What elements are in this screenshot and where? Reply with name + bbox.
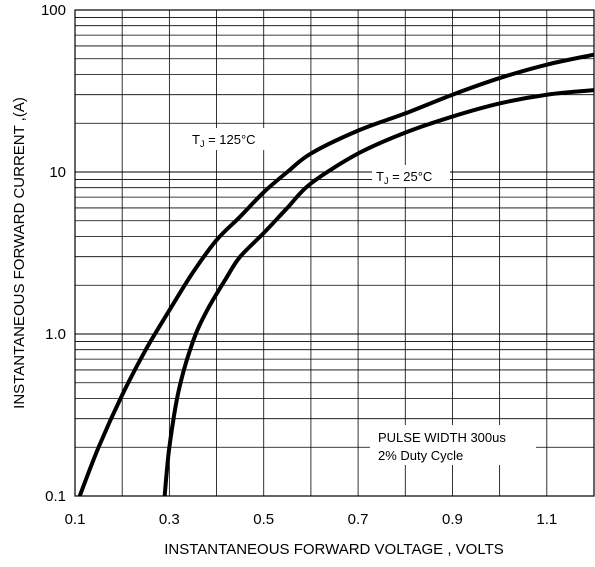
y-tick-label: 1.0 <box>45 326 66 343</box>
y-tick-label: 0.1 <box>45 488 66 505</box>
x-tick-label: 0.9 <box>442 511 463 528</box>
series-label-125: TJ = 125°C <box>192 132 256 149</box>
x-tick-label: 0.7 <box>348 511 369 528</box>
plot-frame <box>74 9 595 497</box>
y-tick-label: 10 <box>49 164 66 181</box>
pulse-note: PULSE WIDTH 300us 2% Duty Cycle <box>370 425 536 465</box>
grid <box>75 10 594 496</box>
x-axis-title: INSTANTANEOUS FORWARD VOLTAGE , VOLTS <box>164 541 504 558</box>
y-axis-title: INSTANTANEOUS FORWARD CURRENT ,(A) <box>11 97 28 409</box>
pulse-note-bg <box>370 425 536 465</box>
series-labels: TJ = 125°C TJ = 25°C <box>188 128 450 187</box>
pulse-note-line2: 2% Duty Cycle <box>378 448 463 463</box>
x-tick-labels: 0.1 0.3 0.5 0.7 0.9 1.1 <box>65 511 558 528</box>
pulse-note-line1: PULSE WIDTH 300us <box>378 430 506 445</box>
series-label-bg-125 <box>188 128 289 150</box>
y-tick-labels: 0.1 1.0 10 100 <box>41 2 66 505</box>
x-tick-label: 0.1 <box>65 511 86 528</box>
x-tick-label: 0.3 <box>159 511 180 528</box>
series-label-25: TJ = 25°C <box>376 169 432 186</box>
x-tick-label: 0.5 <box>253 511 274 528</box>
series-line-25c <box>162 88 595 497</box>
series-label-bg-25 <box>372 165 450 187</box>
y-tick-label: 100 <box>41 2 66 19</box>
x-tick-label: 1.1 <box>536 511 557 528</box>
series-line-125c <box>77 52 595 497</box>
series-curves <box>77 52 595 497</box>
